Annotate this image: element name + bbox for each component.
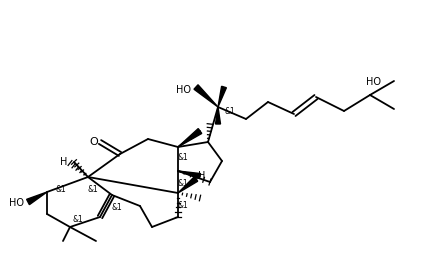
Polygon shape <box>215 108 221 124</box>
Text: &1: &1 <box>73 215 83 224</box>
Text: &1: &1 <box>177 201 188 210</box>
Polygon shape <box>178 129 202 147</box>
Text: &1: &1 <box>225 106 236 115</box>
Text: &1: &1 <box>177 179 188 188</box>
Text: H: H <box>60 156 68 166</box>
Polygon shape <box>27 192 47 205</box>
Polygon shape <box>178 171 201 179</box>
Polygon shape <box>178 177 198 193</box>
Text: O: O <box>90 136 98 146</box>
Text: &1: &1 <box>88 185 98 194</box>
Text: HO: HO <box>176 85 191 95</box>
Polygon shape <box>218 87 226 108</box>
Text: HO: HO <box>9 197 24 207</box>
Text: &1: &1 <box>177 153 188 162</box>
Polygon shape <box>194 85 218 108</box>
Text: HO: HO <box>367 77 382 87</box>
Text: H: H <box>198 170 206 180</box>
Text: &1: &1 <box>55 185 66 194</box>
Text: &1: &1 <box>111 203 122 212</box>
